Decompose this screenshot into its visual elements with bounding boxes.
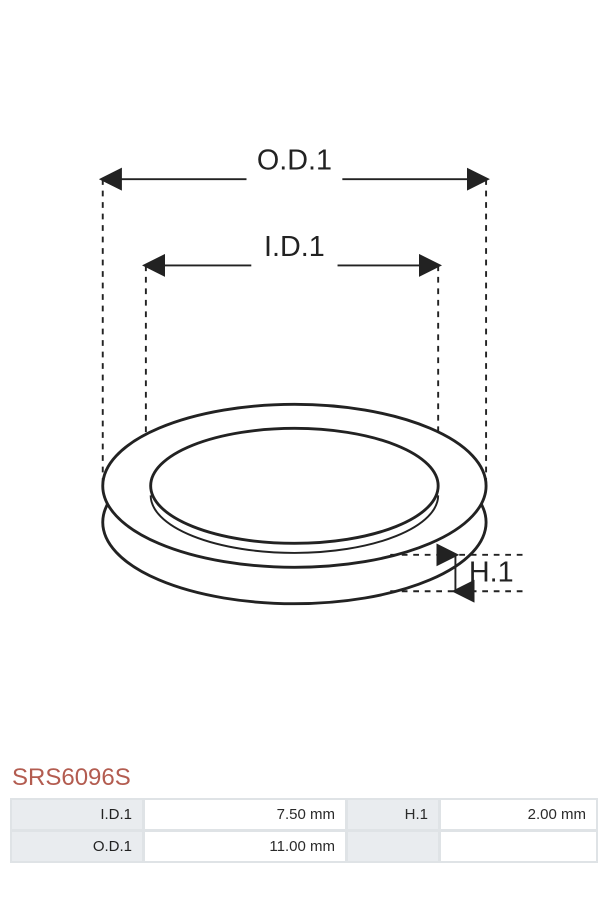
ring-dimension-diagram: O.D.1 I.D.1	[74, 80, 534, 700]
ring-body	[103, 404, 486, 603]
dim-label-h: H.1	[469, 557, 514, 589]
diagram-container: O.D.1 I.D.1	[10, 0, 598, 760]
table-row: I.D.1 7.50 mm H.1 2.00 mm	[11, 799, 597, 830]
spec-key: I.D.1	[11, 799, 143, 830]
spec-table: I.D.1 7.50 mm H.1 2.00 mm O.D.1 11.00 mm	[10, 798, 598, 863]
spec-value: 7.50 mm	[144, 799, 346, 830]
dim-label-id: I.D.1	[264, 231, 325, 263]
table-row: O.D.1 11.00 mm	[11, 831, 597, 862]
spec-value: 2.00 mm	[440, 799, 597, 830]
dim-label-od: O.D.1	[257, 145, 332, 177]
part-code: SRS6096S	[12, 764, 598, 792]
spec-value	[440, 831, 597, 862]
spec-value: 11.00 mm	[144, 831, 346, 862]
spec-key: O.D.1	[11, 831, 143, 862]
spec-key: H.1	[347, 799, 439, 830]
spec-key	[347, 831, 439, 862]
